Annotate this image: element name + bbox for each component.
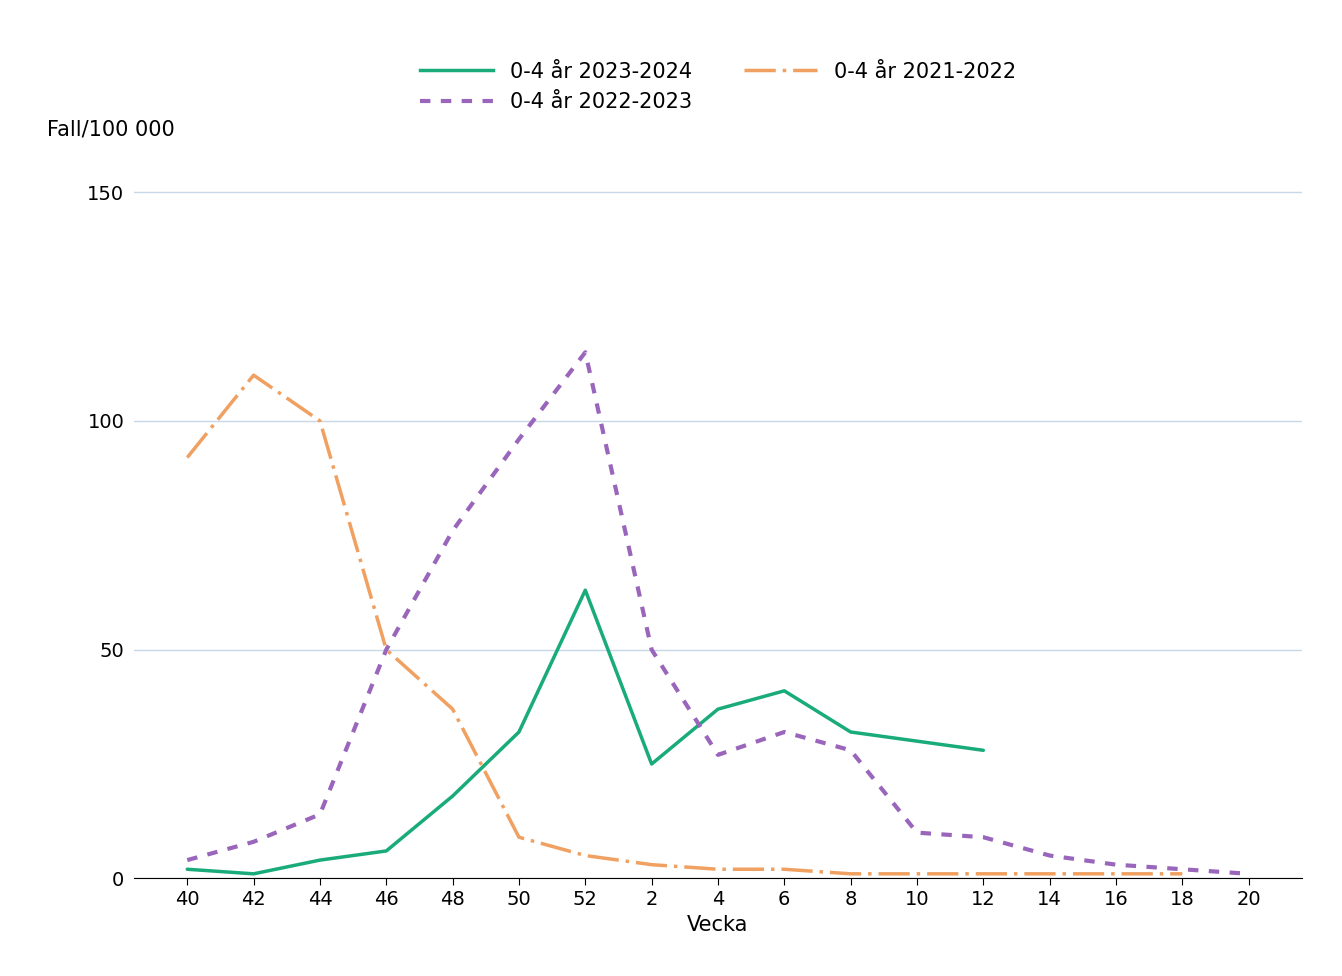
Legend: 0-4 år 2023-2024, 0-4 år 2022-2023, 0-4 år 2021-2022, : 0-4 år 2023-2024, 0-4 år 2022-2023, 0-4 … <box>420 61 1016 112</box>
Text: Fall/100 000: Fall/100 000 <box>47 119 174 139</box>
X-axis label: Vecka: Vecka <box>687 915 749 935</box>
